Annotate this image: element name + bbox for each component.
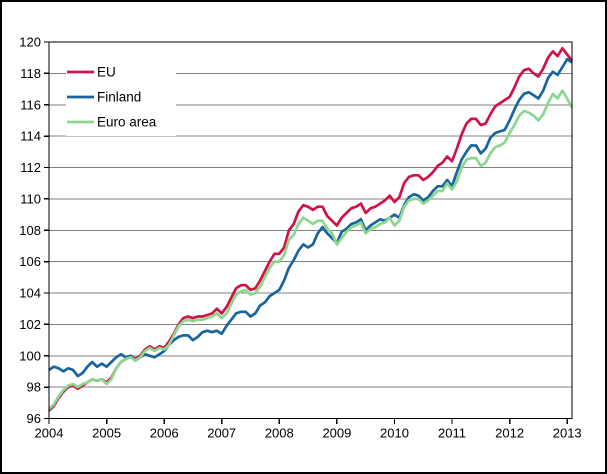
y-axis-label: 114 [20,129,41,144]
y-axis-label: 120 [19,35,41,50]
x-axis-label: 2004 [35,426,64,441]
x-axis-label: 2013 [553,426,582,441]
x-axis-label: 2007 [207,426,236,441]
y-axis-label: 106 [19,254,41,269]
y-axis-label: 100 [19,348,41,363]
x-axis-label: 2012 [495,426,524,441]
y-axis-label: 102 [19,317,41,332]
x-axis-label: 2008 [265,426,294,441]
series-lines [48,46,574,412]
legend-label-eu: EU [97,65,116,80]
x-axis-label: 2006 [150,426,179,441]
y-axis-label: 112 [20,160,41,175]
x-axis-label: 2009 [322,426,351,441]
y-axis-label: 104 [19,286,41,301]
y-axis-label: 110 [20,191,41,206]
legend-label-finland: Finland [97,90,141,105]
legend: EU Finland Euro area [66,56,176,136]
x-axis-label: 2011 [438,426,466,441]
x-axis-label: 2005 [92,426,121,441]
y-axis-label: 98 [27,380,41,395]
y-axis-label: 96 [27,411,41,426]
axes: 96 98 100 102 104 106 108 110 112 114 116 118 120 200… [19,35,581,441]
x-axis-label: 2010 [380,426,409,441]
legend-label-euro-area: Euro area [97,115,157,130]
y-axis-label: 118 [20,66,41,81]
y-axis-label: 116 [20,97,41,112]
y-axis-label: 108 [19,223,41,238]
series-line-euro-area [48,89,574,411]
